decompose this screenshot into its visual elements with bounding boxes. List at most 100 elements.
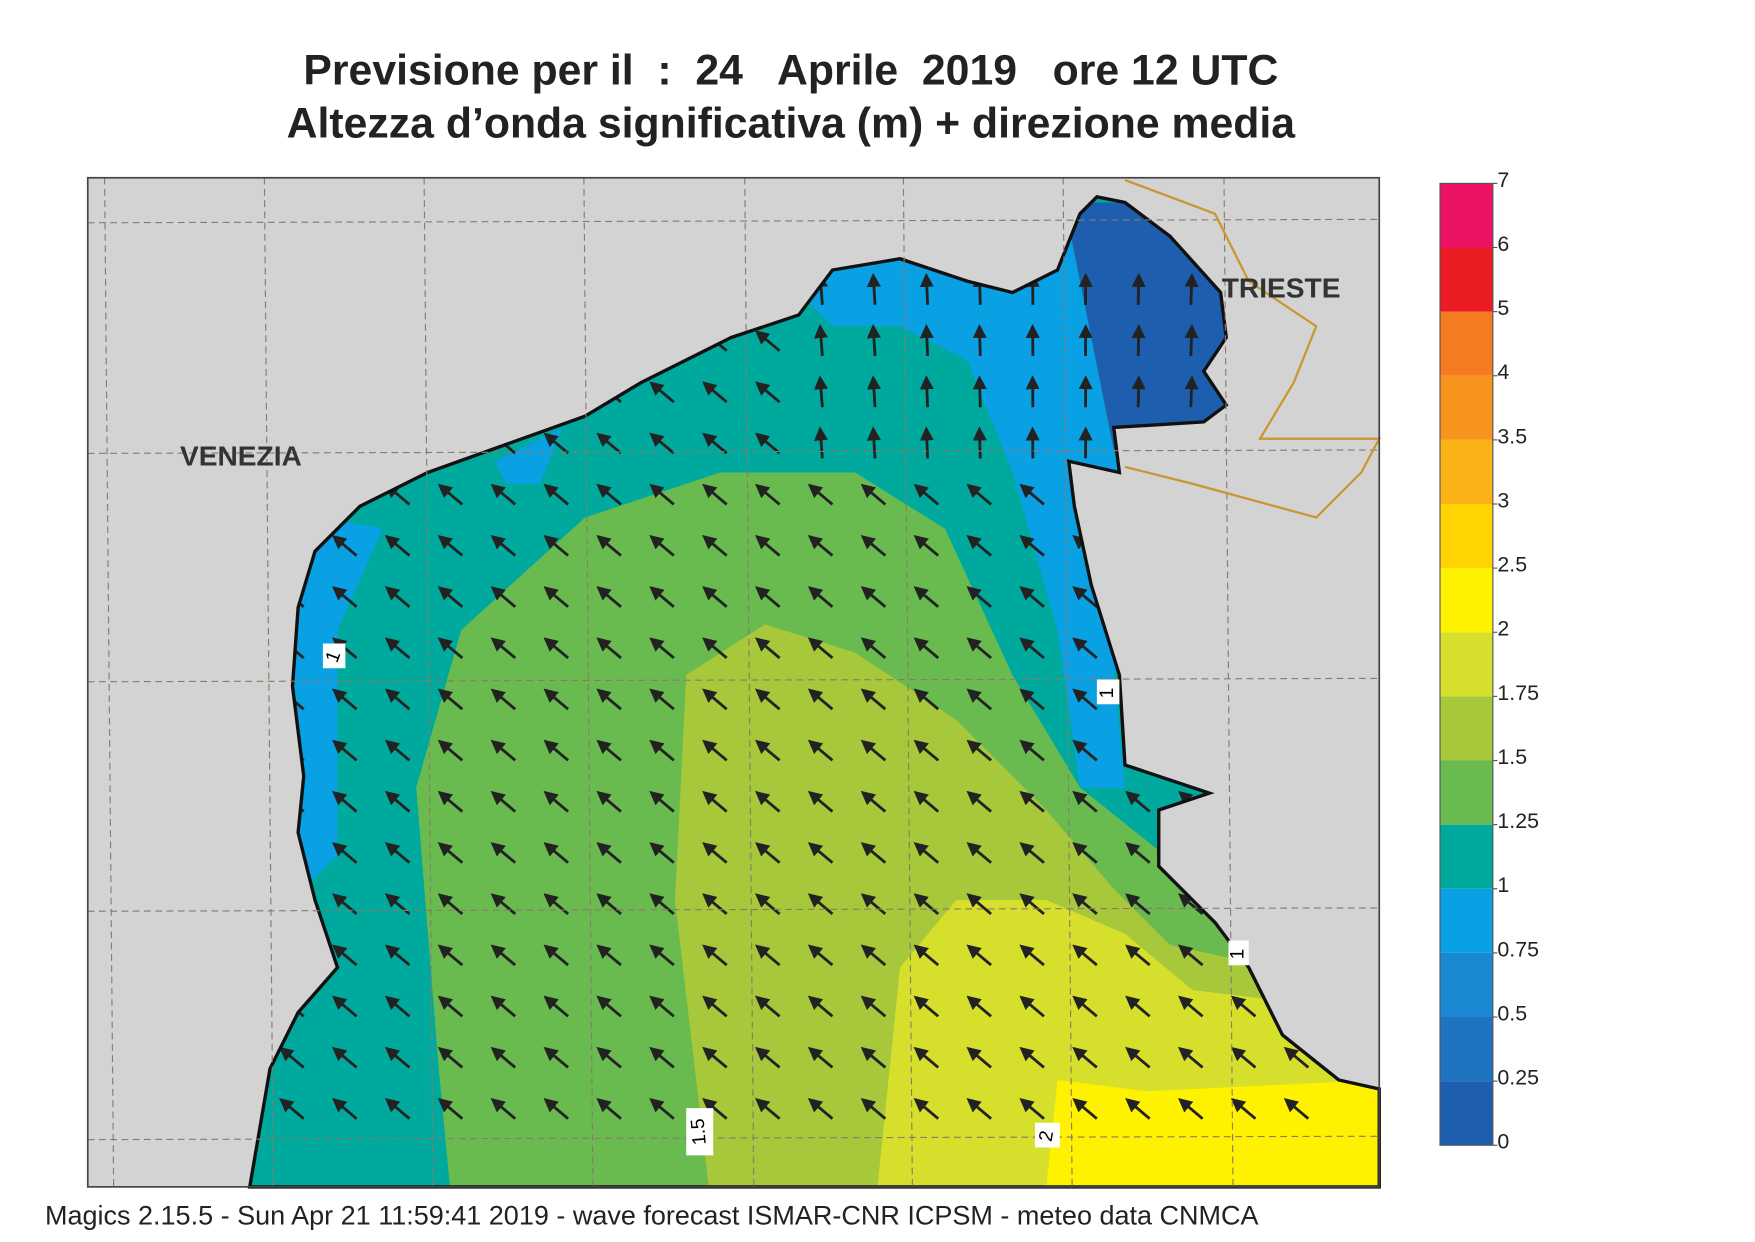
arrow <box>755 995 781 1018</box>
colorbar-label: 2 <box>1497 617 1509 641</box>
arrow <box>972 324 987 357</box>
colorbar-band <box>1440 1081 1493 1146</box>
arrow <box>860 1098 887 1120</box>
arrow <box>332 739 358 762</box>
arrow <box>866 375 881 408</box>
arrow <box>1125 842 1151 864</box>
arrow <box>866 426 881 459</box>
arrow <box>1184 272 1199 305</box>
arrow <box>649 483 675 506</box>
arrow <box>279 1046 305 1069</box>
contour-label: 1 <box>1228 949 1249 960</box>
arrow <box>755 944 781 967</box>
grid-line <box>87 1135 1380 1141</box>
arrow <box>490 995 517 1018</box>
arrow <box>279 1098 305 1120</box>
colorbar-label: 0.75 <box>1497 937 1539 961</box>
arrow <box>1131 375 1146 408</box>
label-box <box>1096 679 1120 705</box>
arrow <box>332 534 358 557</box>
arrow <box>755 381 781 404</box>
colorbar-band <box>1440 375 1493 440</box>
arrow <box>1178 1046 1204 1069</box>
arrow <box>543 483 569 506</box>
arrow <box>437 893 464 915</box>
arrow <box>437 842 464 864</box>
arrow <box>596 483 622 506</box>
arrow <box>966 637 992 660</box>
arrow <box>702 995 728 1018</box>
arrow <box>543 893 569 915</box>
arrow <box>755 688 781 711</box>
arrow <box>860 534 887 557</box>
arrow <box>490 637 517 660</box>
arrow <box>860 688 887 711</box>
arrow <box>437 739 464 762</box>
arrow <box>437 790 464 813</box>
colorbar-label: 7 <box>1497 168 1509 192</box>
arrow <box>490 1098 517 1120</box>
arrow <box>649 842 675 864</box>
arrow <box>543 1098 569 1120</box>
arrow <box>596 688 622 711</box>
arrow <box>1019 739 1045 762</box>
arrow <box>1072 1046 1098 1069</box>
arrow <box>860 739 887 762</box>
arrow <box>913 483 940 506</box>
arrow <box>1184 375 1199 408</box>
arrow <box>1072 637 1098 660</box>
arrow <box>1019 893 1045 915</box>
arrow <box>702 790 728 813</box>
arrow <box>596 534 622 557</box>
arrow <box>596 1098 622 1120</box>
arrow <box>1072 688 1098 711</box>
arrow <box>807 534 834 557</box>
arrow <box>437 688 464 711</box>
arrow <box>490 842 517 864</box>
colorbar-label: 3.5 <box>1497 424 1527 448</box>
colorbar-band <box>1440 888 1493 953</box>
arrow <box>913 1098 940 1120</box>
arrow <box>966 534 992 557</box>
arrow <box>813 375 829 408</box>
arrow <box>596 637 622 660</box>
place-label: VENEZIA <box>180 440 302 471</box>
arrow <box>913 893 940 915</box>
arrow <box>807 944 834 967</box>
arrow <box>755 586 781 608</box>
arrow <box>755 842 781 864</box>
title: Previsione per il : 24 Aprile 2019 ore 1… <box>303 46 1278 94</box>
arrow <box>490 893 517 915</box>
arrow <box>596 995 622 1018</box>
arrow <box>490 586 517 608</box>
arrow <box>755 330 781 352</box>
colorbar-band <box>1440 824 1493 889</box>
arrow <box>755 637 781 660</box>
arrow <box>913 586 940 608</box>
arrow <box>702 739 728 762</box>
colorbar-band <box>1440 183 1493 248</box>
arrow <box>913 637 940 660</box>
arrow <box>596 1046 622 1069</box>
colorbar-frame <box>1439 182 1494 1146</box>
colorbar-band <box>1440 696 1493 761</box>
arrow <box>437 534 464 557</box>
grid-line <box>87 677 1380 683</box>
arrow <box>1184 324 1199 357</box>
colorbar-label: 1.25 <box>1497 809 1539 833</box>
arrow <box>755 1098 781 1120</box>
arrow <box>860 790 887 813</box>
arrow <box>543 790 569 813</box>
label-box <box>322 643 346 669</box>
arrow <box>437 1046 464 1069</box>
arrow <box>649 1046 675 1069</box>
arrow <box>966 842 992 864</box>
arrow <box>1178 1098 1204 1120</box>
arrow <box>966 739 992 762</box>
footer: Magics 2.15.5 - Sun Apr 21 11:59:41 2019… <box>45 1200 1259 1230</box>
arrow <box>913 534 940 557</box>
colorbar-label: 0.5 <box>1497 1001 1527 1025</box>
arrow <box>755 790 781 813</box>
